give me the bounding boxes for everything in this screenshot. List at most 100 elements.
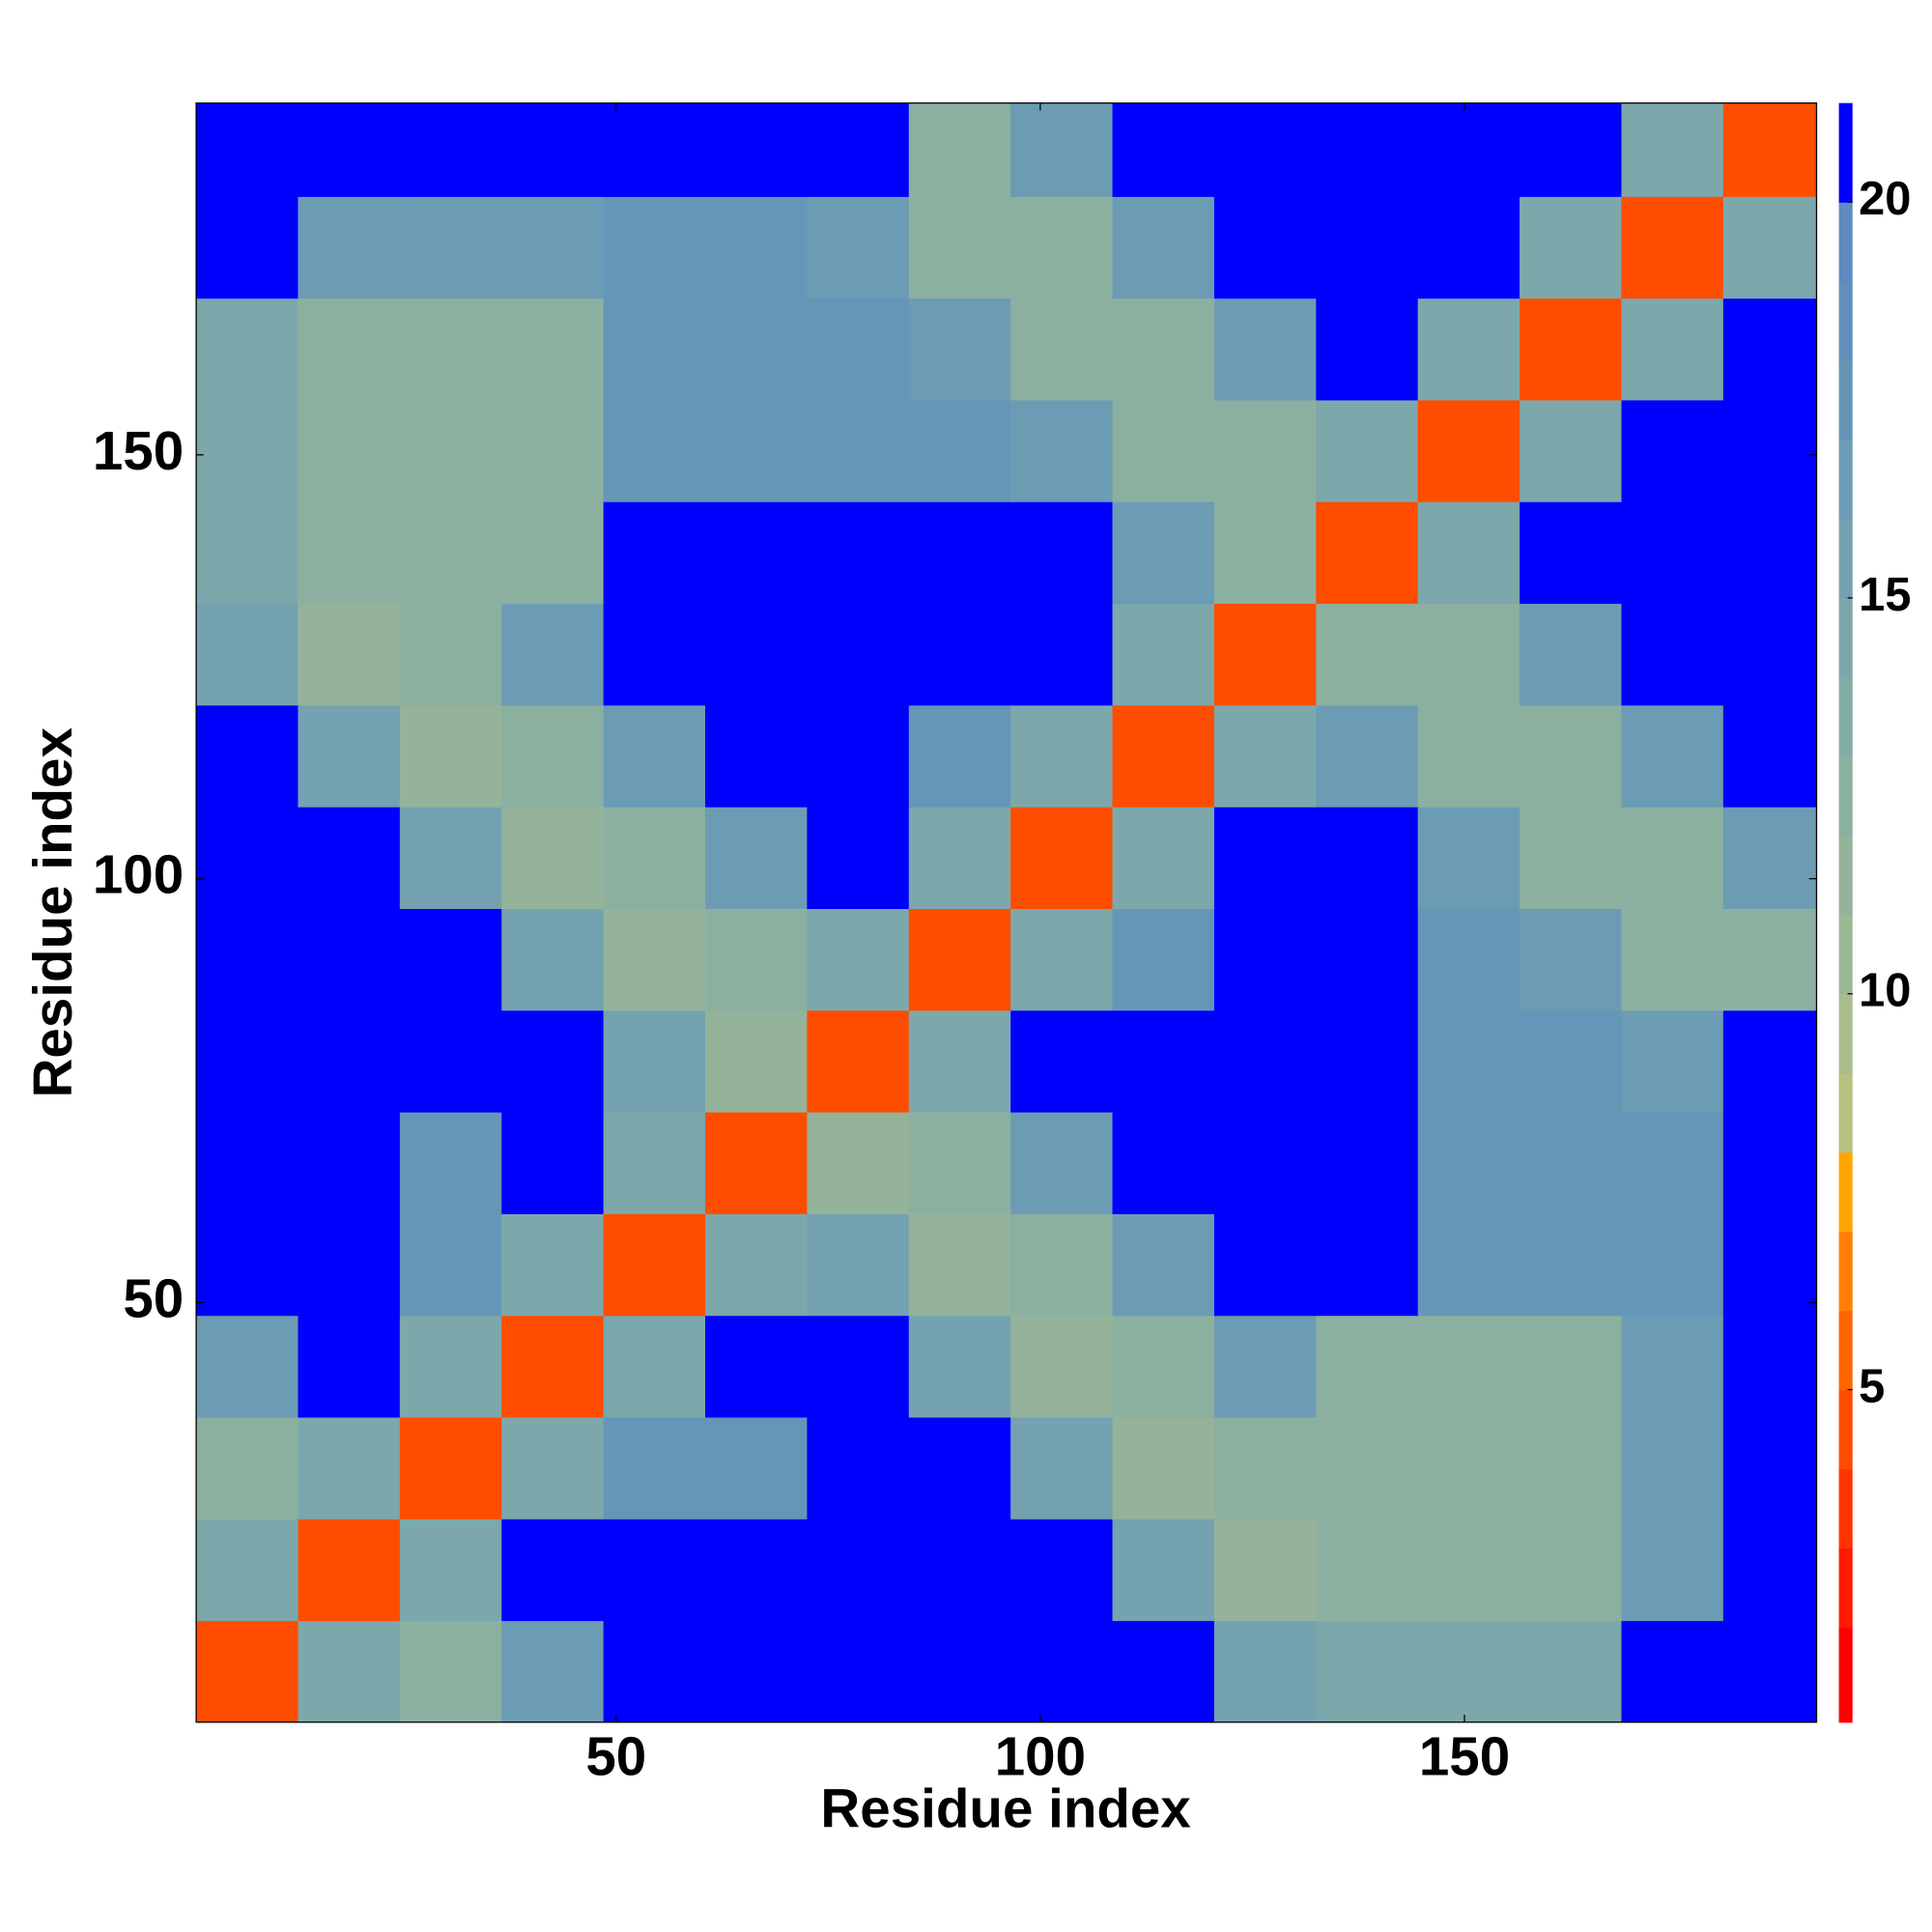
plot-frame <box>195 102 1818 1723</box>
heatmap-cell <box>1520 1213 1623 1317</box>
heatmap-cell <box>1621 704 1724 808</box>
colorbar-segment <box>1838 1072 1853 1153</box>
heatmap-cell <box>603 807 706 909</box>
heatmap-cell <box>1417 1416 1520 1520</box>
heatmap-cell <box>1112 1416 1215 1520</box>
heatmap-cell <box>807 908 910 1011</box>
heatmap-cell <box>196 1620 299 1723</box>
heatmap-cell <box>298 704 401 808</box>
colorbar-segment <box>1838 1231 1853 1312</box>
heatmap-cell <box>1417 196 1520 299</box>
colorbar-tick-label: 15 <box>1859 569 1911 621</box>
heatmap-cell <box>807 102 910 197</box>
heatmap-cell <box>298 1213 401 1317</box>
heatmap-cell <box>1417 603 1520 706</box>
heatmap-cell <box>501 298 605 401</box>
y-tick-label: 50 <box>123 1267 184 1328</box>
heatmap-cell <box>501 1315 605 1418</box>
heatmap-cell <box>1722 1315 1818 1418</box>
heatmap-cell <box>399 1213 502 1317</box>
heatmap-cell <box>1417 102 1520 197</box>
heatmap-cell <box>807 1111 910 1214</box>
heatmap-cell <box>196 603 299 706</box>
heatmap-cell <box>298 1620 401 1723</box>
heatmap-cell <box>501 1620 605 1723</box>
heatmap-cell <box>1722 704 1818 808</box>
heatmap-cell <box>908 1213 1011 1317</box>
heatmap-cell <box>705 399 809 502</box>
colorbar-segment <box>1838 202 1853 282</box>
heatmap-cell <box>1010 807 1114 909</box>
heatmap-cell <box>1621 807 1724 909</box>
heatmap-cell <box>1417 1315 1520 1418</box>
heatmap-cell <box>603 399 706 502</box>
heatmap-cell <box>807 298 910 401</box>
heatmap-cell <box>1722 501 1818 605</box>
heatmap-cell <box>1417 298 1520 401</box>
heatmap-cell <box>501 1519 605 1622</box>
heatmap-cell <box>1621 1213 1724 1317</box>
colorbar-segment <box>1838 835 1853 916</box>
heatmap-cell <box>807 1416 910 1520</box>
heatmap-cell <box>1417 704 1520 808</box>
heatmap-cell <box>1417 1620 1520 1723</box>
heatmap-cell <box>1010 196 1114 299</box>
heatmap-cell <box>1417 399 1520 502</box>
heatmap-cell <box>908 1519 1011 1622</box>
heatmap-cell <box>196 399 299 502</box>
heatmap-cell <box>1520 399 1623 502</box>
heatmap-cell <box>603 298 706 401</box>
heatmap-cell <box>1722 1416 1818 1520</box>
heatmap-cell <box>705 1315 809 1418</box>
heatmap-cell <box>298 1519 401 1622</box>
heatmap-cell <box>1520 102 1623 197</box>
heatmap-cell <box>603 603 706 706</box>
heatmap-cell <box>1621 1315 1724 1418</box>
heatmap-cell <box>1520 603 1623 706</box>
heatmap-cell <box>298 399 401 502</box>
heatmap-cell <box>501 603 605 706</box>
heatmap-cell <box>298 807 401 909</box>
y-axis-label: Residue index <box>22 726 83 1097</box>
heatmap-cell <box>603 1519 706 1622</box>
x-tick-label: 100 <box>995 1726 1086 1787</box>
heatmap-cell <box>298 1315 401 1418</box>
heatmap-cell <box>1316 704 1419 808</box>
heatmap-cell <box>196 1009 299 1113</box>
heatmap-cell <box>1213 1416 1317 1520</box>
heatmap-cell <box>399 1315 502 1418</box>
colorbar-segment <box>1838 518 1853 599</box>
heatmap-cell <box>807 807 910 909</box>
heatmap-cell <box>1213 603 1317 706</box>
heatmap-cell <box>1010 1416 1114 1520</box>
heatmap-cell <box>1112 704 1215 808</box>
heatmap-cell <box>1213 1009 1317 1113</box>
heatmap-cell <box>196 807 299 909</box>
colorbar-segment <box>1838 993 1853 1074</box>
heatmap-cell <box>1316 1620 1419 1723</box>
x-axis-label: Residue index <box>820 1778 1191 1839</box>
heatmap-cell <box>399 1111 502 1214</box>
colorbar-segment <box>1838 676 1853 757</box>
y-tick-label: 100 <box>93 844 184 905</box>
heatmap-cell <box>1316 1519 1419 1622</box>
heatmap-cell <box>1316 603 1419 706</box>
heatmap-cell <box>501 1213 605 1317</box>
heatmap-cell <box>501 908 605 1011</box>
heatmap-cell <box>399 399 502 502</box>
heatmap-cell <box>908 908 1011 1011</box>
heatmap-cell <box>1010 1315 1114 1418</box>
heatmap-cell <box>1010 603 1114 706</box>
heatmap-cell <box>1722 908 1818 1011</box>
x-tick-label: 150 <box>1419 1726 1510 1787</box>
heatmap-cell <box>1520 1620 1623 1723</box>
colorbar-segment <box>1838 1310 1853 1391</box>
colorbar-segment <box>1838 755 1853 837</box>
colorbar-segment <box>1838 1627 1853 1723</box>
heatmap-cell <box>1417 1009 1520 1113</box>
heatmap-cell <box>1010 399 1114 502</box>
heatmap-cell <box>1213 298 1317 401</box>
heatmap-cell <box>399 196 502 299</box>
heatmap-cell <box>1417 1111 1520 1214</box>
